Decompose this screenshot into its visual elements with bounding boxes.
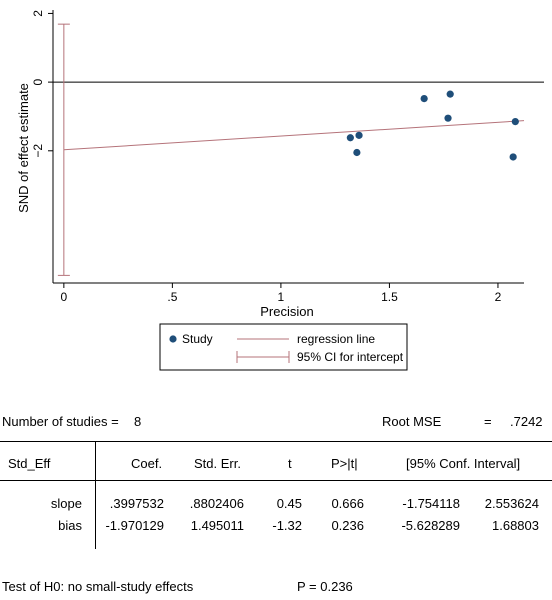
row-slope-p: 0.666 xyxy=(331,496,364,511)
legend-ci-label: 95% CI for intercept xyxy=(297,350,404,364)
header-std-err: Std. Err. xyxy=(194,456,241,471)
study-point xyxy=(444,114,452,122)
study-point xyxy=(446,90,454,98)
row-slope-ci-low: -1.754118 xyxy=(402,496,460,511)
legend-regression-label: regression line xyxy=(297,332,375,346)
table-top-rule xyxy=(0,441,552,442)
table-stub-divider xyxy=(95,441,96,549)
table-mid-rule xyxy=(0,480,552,481)
row-bias-ci-low: -5.628289 xyxy=(401,518,460,533)
header-p: P>|t| xyxy=(331,456,358,471)
header-coef: Coef. xyxy=(131,456,163,471)
row-bias-coef: -1.970129 xyxy=(105,518,164,533)
row-bias-se: 1.495011 xyxy=(190,518,244,533)
x-tick-label: 1.5 xyxy=(381,290,398,304)
study-point xyxy=(420,94,428,103)
row-bias-p: 0.236 xyxy=(331,518,364,533)
row-slope-se: .8802406 xyxy=(189,496,244,511)
test-h0-label: Test of H0: no small-study effects xyxy=(2,579,194,594)
y-tick-label: 0 xyxy=(31,78,45,85)
study-point xyxy=(511,118,519,126)
rmse-label: Root MSE xyxy=(382,414,442,429)
x-tick-label: 1 xyxy=(278,290,285,304)
legend-study-marker xyxy=(169,335,177,343)
funnel-regression-chart: 2 0 −2 0 .5 1 1.5 2 SND of effect estimate Prec… xyxy=(16,10,544,371)
study-point xyxy=(346,134,354,142)
header-std-eff: Std_Eff xyxy=(8,456,51,471)
row-bias-t: -1.32 xyxy=(272,518,302,533)
x-axis-label: Precision xyxy=(260,304,313,319)
regression-line xyxy=(63,120,525,151)
y-tick-label: −2 xyxy=(31,144,45,158)
n-studies-value: 8 xyxy=(134,414,142,429)
test-h0-p-value: P = 0.236 xyxy=(297,579,353,594)
study-point xyxy=(353,148,361,157)
row-slope-coef: .3997532 xyxy=(109,496,164,511)
y-tick-label: 2 xyxy=(31,10,45,17)
y-axis-label: SND of effect estimate xyxy=(16,83,31,213)
study-point xyxy=(509,153,517,161)
row-slope-t: 0.45 xyxy=(276,496,302,511)
row-bias-ci-high: 1.68803 xyxy=(492,518,539,533)
legend-box xyxy=(159,323,408,371)
x-tick-label: .5 xyxy=(167,290,177,304)
x-tick-label: 0 xyxy=(61,290,68,304)
header-t: t xyxy=(288,456,292,471)
rmse-value: .7242 xyxy=(510,414,543,429)
x-tick-label: 2 xyxy=(495,290,502,304)
plot-area: 2 0 −2 0 .5 1 1.5 2 xyxy=(31,10,544,304)
row-slope-name: slope xyxy=(50,496,82,511)
rmse-equals: = xyxy=(484,414,492,429)
row-bias-name: bias xyxy=(58,518,82,533)
header-ci: [95% Conf. Interval] xyxy=(406,456,521,471)
row-slope-ci-high: 2.553624 xyxy=(484,496,539,511)
legend-study-label: Study xyxy=(182,332,213,346)
n-studies-label: Number of studies = xyxy=(2,414,119,429)
study-point xyxy=(355,131,363,139)
